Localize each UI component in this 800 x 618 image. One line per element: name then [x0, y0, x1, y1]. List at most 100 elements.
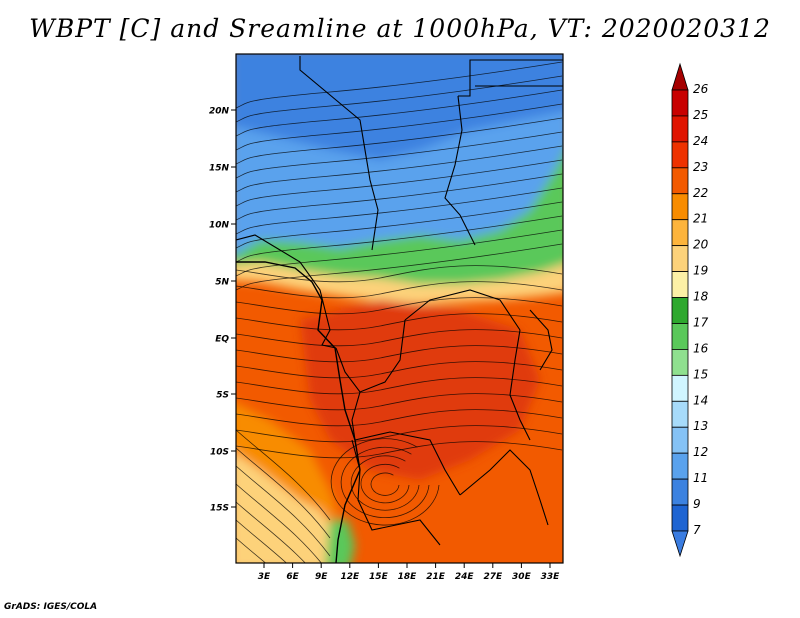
- streamline: [236, 159, 563, 207]
- colorbar-label: 17: [693, 315, 709, 329]
- colorbar-band: [671, 219, 689, 247]
- border-line: [404, 289, 521, 331]
- colorbar-label: 12: [693, 445, 708, 459]
- border-line: [236, 234, 301, 263]
- lon-tick-label: 21E: [426, 572, 446, 582]
- border-line: [529, 309, 553, 371]
- lon-tick-label: 12E: [340, 572, 360, 582]
- colorbar-label: 16: [693, 341, 709, 355]
- lat-tick-label: 20N: [209, 107, 230, 117]
- streamline: [236, 393, 563, 411]
- streamlines: [236, 61, 563, 563]
- streamline: [236, 377, 563, 395]
- streamline: [236, 61, 563, 109]
- colorbar-top-arrow: [671, 62, 689, 91]
- streamline: [236, 447, 331, 539]
- colorbar-label: 21: [693, 212, 708, 226]
- colorbar-band: [671, 426, 689, 454]
- warm-light-band: [236, 403, 340, 520]
- colorbar-band: [671, 141, 689, 169]
- streamline: [370, 472, 400, 496]
- colorbar-label: 14: [693, 393, 708, 407]
- colorbar-label: 13: [693, 419, 708, 433]
- streamline: [330, 438, 440, 526]
- lon-tick-label: 3E: [258, 572, 271, 582]
- streamline: [236, 409, 563, 427]
- lat-tick-label: 15N: [209, 164, 230, 174]
- colorbar-band: [671, 245, 689, 272]
- green-southwest: [325, 520, 355, 563]
- chart-title: WBPT [C] and Sreamline at 1000hPa, VT: 2…: [29, 14, 771, 43]
- lon-tick-label: 30E: [512, 572, 532, 582]
- colorbar: 26 25 24 23 22 21 20 19 18 17 16 15 14 13 12 11 9 7: [671, 62, 709, 558]
- border-line: [444, 95, 476, 246]
- streamline: [236, 281, 563, 299]
- colorbar-band: [671, 167, 689, 195]
- colorbar-label: 19: [693, 264, 708, 278]
- streamline: [236, 501, 306, 563]
- streamline: [236, 329, 563, 347]
- country-borders: [236, 56, 563, 546]
- colorbar-band: [671, 349, 689, 376]
- streamline: [236, 75, 563, 123]
- colorbar-band: [671, 323, 689, 350]
- colorbar-band: [671, 504, 689, 532]
- colorbar-band: [671, 374, 689, 402]
- border-line: [351, 391, 461, 496]
- border-line: [458, 59, 563, 97]
- streamline: [236, 425, 563, 443]
- map-frame: [235, 53, 564, 564]
- colorbar-band: [671, 452, 689, 480]
- lat-tick-label: 10S: [210, 448, 229, 458]
- border-line: [459, 449, 549, 526]
- lon-tick-label: 24E: [455, 572, 475, 582]
- streamline: [236, 441, 563, 459]
- streamline: [236, 313, 563, 331]
- streamline: [236, 201, 563, 249]
- border-line: [509, 329, 531, 441]
- colorbar-label: 9: [693, 497, 701, 511]
- colorbar-label: 26: [693, 82, 709, 96]
- streamline: [236, 483, 322, 563]
- streamline: [360, 464, 410, 504]
- streamline: [236, 89, 563, 137]
- colorbar-bottom-arrow: [671, 530, 689, 558]
- latitude-axis: 20N 15N 10N 5N EQ 5S 10S 15S: [209, 107, 236, 514]
- longitude-axis: 3E 6E 9E 12E 15E 18E 21E 24E 27E 30E 33E: [258, 563, 560, 582]
- lat-tick-label: 10N: [209, 221, 230, 231]
- colorbar-band: [671, 400, 689, 428]
- colorbar-label: 20: [693, 238, 709, 252]
- streamline: [236, 297, 563, 315]
- lon-tick-label: 9E: [315, 572, 328, 582]
- lat-tick-label: 5N: [215, 278, 229, 288]
- lon-tick-label: 18E: [398, 572, 418, 582]
- colorbar-band: [671, 271, 689, 298]
- border-line: [299, 261, 337, 349]
- streamline: [236, 537, 267, 563]
- streamline: [236, 215, 563, 263]
- colorbar-label: 22: [693, 186, 708, 200]
- colorbar-band: [671, 115, 689, 143]
- colorbar-label: 18: [693, 290, 709, 304]
- lat-tick-label: EQ: [215, 335, 229, 345]
- colorbar-band: [671, 193, 689, 221]
- lon-tick-label: 27E: [483, 572, 503, 582]
- border-line: [335, 319, 406, 393]
- streamline: [236, 519, 288, 563]
- colorbar-label: 23: [693, 160, 708, 174]
- colorbar-label: 11: [693, 471, 708, 485]
- streamline: [236, 173, 563, 221]
- lon-tick-label: 6E: [286, 572, 299, 582]
- colorbar-label: 25: [693, 108, 708, 122]
- streamline: [236, 361, 563, 379]
- streamline: [236, 243, 563, 291]
- lon-tick-label: 33E: [541, 572, 561, 582]
- temperature-field: [236, 54, 563, 563]
- lat-tick-label: 5S: [216, 391, 229, 401]
- colorbar-band: [671, 89, 689, 117]
- streamline: [236, 131, 563, 179]
- streamline: [236, 345, 563, 363]
- lon-tick-label: 15E: [369, 572, 389, 582]
- cool-dark-region: [236, 54, 563, 160]
